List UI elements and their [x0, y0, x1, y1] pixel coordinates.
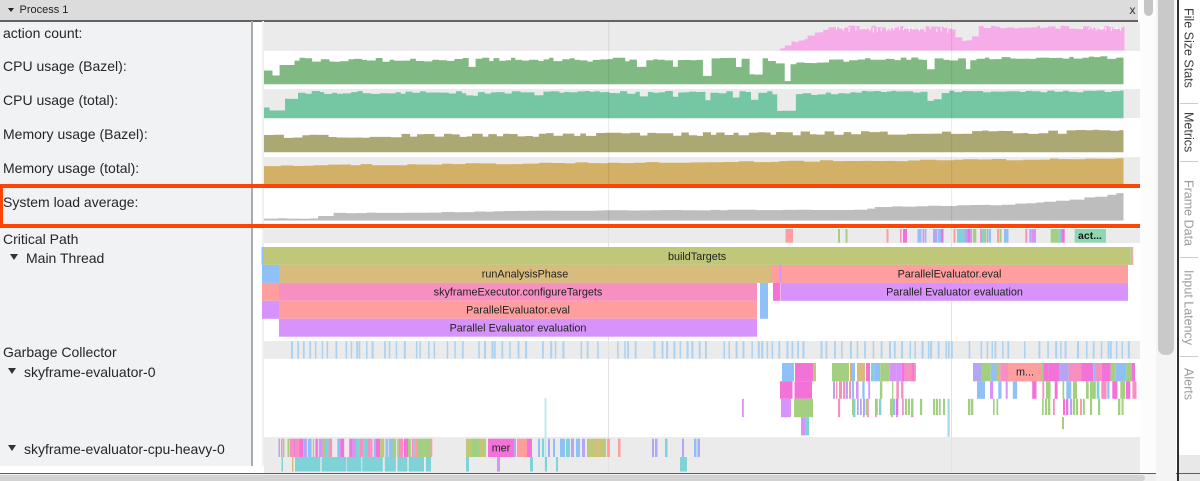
- svg-text:Parallel Evaluator evaluation: Parallel Evaluator evaluation: [886, 287, 1023, 299]
- svg-text:Parallel Evaluator evaluation: Parallel Evaluator evaluation: [450, 323, 587, 335]
- svg-text:m...: m...: [1016, 367, 1034, 379]
- svg-text:Alerts: Alerts: [1182, 368, 1196, 400]
- svg-text:ParallelEvaluator.eval: ParallelEvaluator.eval: [898, 269, 1002, 281]
- svg-text:Frame Data: Frame Data: [1182, 180, 1196, 246]
- svg-text:runAnalysisPhase: runAnalysisPhase: [482, 269, 568, 281]
- svg-text:act...: act...: [1078, 230, 1102, 242]
- svg-text:File Size Stats: File Size Stats: [1182, 8, 1196, 88]
- svg-text:ParallelEvaluator.eval: ParallelEvaluator.eval: [466, 305, 570, 317]
- svg-text:skyframeExecutor.configureTarg: skyframeExecutor.configureTargets: [434, 287, 603, 299]
- svg-text:Metrics: Metrics: [1182, 112, 1196, 152]
- svg-text:mer: mer: [492, 442, 511, 454]
- svg-text:Input Latency: Input Latency: [1182, 270, 1196, 346]
- svg-text:buildTargets: buildTargets: [668, 251, 727, 263]
